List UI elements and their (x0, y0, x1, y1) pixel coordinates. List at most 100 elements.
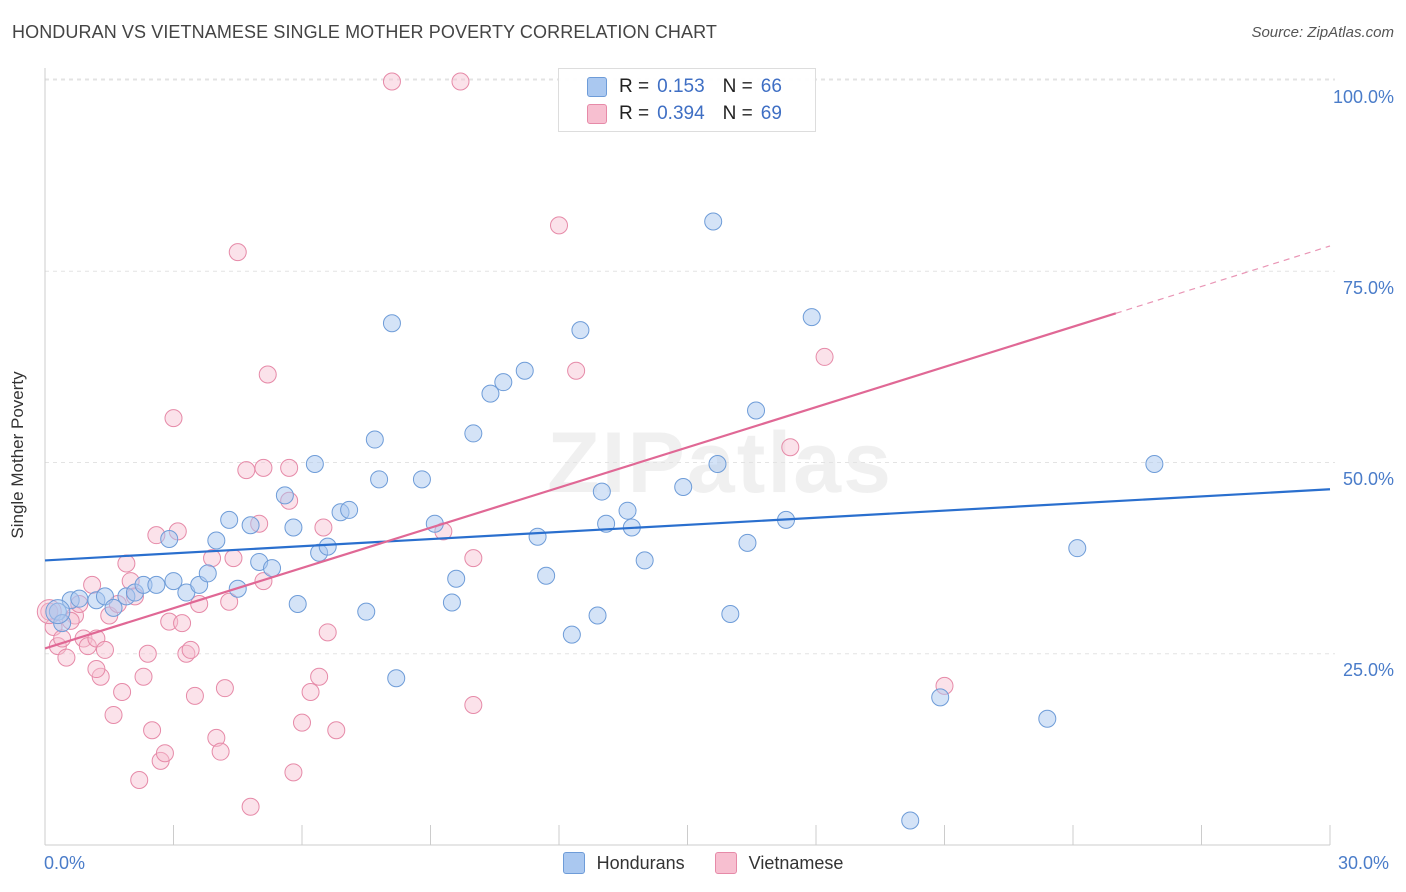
correlation-legend: R = 0.153 N = 66 R = 0.394 N = 69 (558, 68, 816, 132)
vietnamese-point (254, 458, 273, 477)
vietnamese-point (181, 640, 200, 659)
honduran-point (263, 559, 282, 578)
honduran-point (708, 455, 727, 474)
vietnamese-point (464, 549, 483, 568)
vietnamese-trend-extension (1115, 245, 1331, 314)
vietnamese-point (143, 721, 162, 740)
vietnamese-point (327, 721, 346, 740)
chart-title: HONDURAN VS VIETNAMESE SINGLE MOTHER POV… (12, 22, 717, 42)
honduran-point (1068, 539, 1087, 558)
vietnamese-point (451, 72, 470, 91)
vietnamese-point (301, 683, 320, 701)
honduran-point (318, 537, 337, 556)
legend-label-hondurans: Hondurans (596, 852, 685, 873)
x-tick-max: 30.0% (1338, 853, 1390, 873)
n-label: N = (722, 103, 753, 124)
series-legend: Hondurans Vietnamese (0, 852, 1406, 874)
vietnamese-point (155, 744, 174, 763)
vietnamese-point (258, 365, 277, 384)
vietnamese-point (237, 461, 256, 480)
vietnamese-point (314, 518, 333, 537)
source-credit: Source: ZipAtlas.com (1251, 24, 1394, 41)
honduran-point (160, 530, 179, 548)
vietnamese-point (318, 623, 337, 642)
legend-row-hondurans: R = 0.153 N = 66 (587, 75, 800, 99)
honduran-point (464, 424, 483, 443)
honduran-point (147, 575, 166, 594)
vietnamese-point (57, 648, 76, 667)
honduran-point (288, 595, 307, 614)
legend-item-vietnamese[interactable]: Vietnamese (714, 852, 844, 874)
vietnamese-point (280, 458, 299, 477)
legend-item-hondurans[interactable]: Hondurans (562, 852, 685, 874)
n-label: N = (722, 76, 753, 97)
vietnamese-point (220, 592, 239, 611)
r-label: R = (619, 103, 650, 124)
vietnamese-point (160, 612, 179, 631)
vietnamese-point (781, 438, 800, 457)
vietnamese-point (130, 770, 149, 789)
honduran-point (588, 606, 607, 625)
honduran-point (515, 361, 534, 380)
n-value: 69 (760, 103, 782, 124)
honduran-point (901, 811, 920, 830)
vietnamese-point (567, 361, 586, 380)
vietnamese-point (164, 409, 183, 428)
vietnamese-swatch (587, 104, 607, 124)
legend-label-vietnamese: Vietnamese (748, 852, 844, 873)
vietnamese-point (104, 705, 123, 724)
vietnamese-point (550, 216, 568, 235)
honduran-point (164, 572, 183, 591)
vietnamese-point (134, 667, 153, 686)
honduran-point (442, 593, 461, 612)
vietnamese-point (228, 243, 247, 262)
vietnamese-point (207, 728, 226, 747)
vietnamese-point (138, 644, 157, 663)
honduran-point (198, 564, 217, 583)
vietnamese-point (224, 549, 243, 568)
honduran-point (571, 321, 590, 340)
vietnamese-trend-line (44, 312, 1117, 650)
vietnamese-point (215, 679, 234, 698)
vietnamese-point (241, 797, 260, 816)
honduran-point-cluster (45, 599, 71, 625)
honduran-point (1145, 455, 1164, 474)
honduran-point (704, 212, 723, 231)
hondurans-trend-line (44, 488, 1331, 562)
vietnamese-point (185, 686, 204, 705)
honduran-point (382, 314, 401, 333)
honduran-point (412, 470, 431, 489)
legend-row-vietnamese: R = 0.394 N = 69 (587, 102, 800, 126)
vietnamese-point (87, 660, 106, 679)
honduran-point (1038, 709, 1057, 728)
vietnamese-point (95, 640, 114, 659)
honduran-point (357, 602, 376, 621)
hondurans-swatch (562, 852, 585, 874)
honduran-point (305, 455, 324, 474)
r-value: 0.153 (657, 76, 705, 97)
honduran-point (592, 482, 611, 501)
vietnamese-point (293, 713, 311, 732)
vietnamese-point (310, 667, 329, 686)
x-tick-min: 0.0% (44, 853, 86, 873)
vietnamese-swatch (714, 852, 737, 874)
honduran-point (528, 527, 547, 546)
honduran-point (340, 500, 359, 519)
honduran-point (721, 604, 740, 623)
honduran-point (365, 430, 384, 449)
honduran-point (70, 589, 89, 608)
honduran-point (220, 510, 239, 529)
vietnamese-point (815, 347, 834, 366)
honduran-point (562, 625, 581, 644)
honduran-point (284, 518, 303, 537)
r-value: 0.394 (657, 103, 705, 124)
honduran-point (674, 477, 693, 496)
honduran-point (104, 598, 123, 617)
honduran-point (802, 308, 821, 327)
vietnamese-point (284, 763, 303, 782)
honduran-point (207, 531, 226, 550)
y-tick-50: 50.0% (1342, 469, 1394, 489)
honduran-point (747, 401, 766, 420)
honduran-point (597, 514, 616, 533)
